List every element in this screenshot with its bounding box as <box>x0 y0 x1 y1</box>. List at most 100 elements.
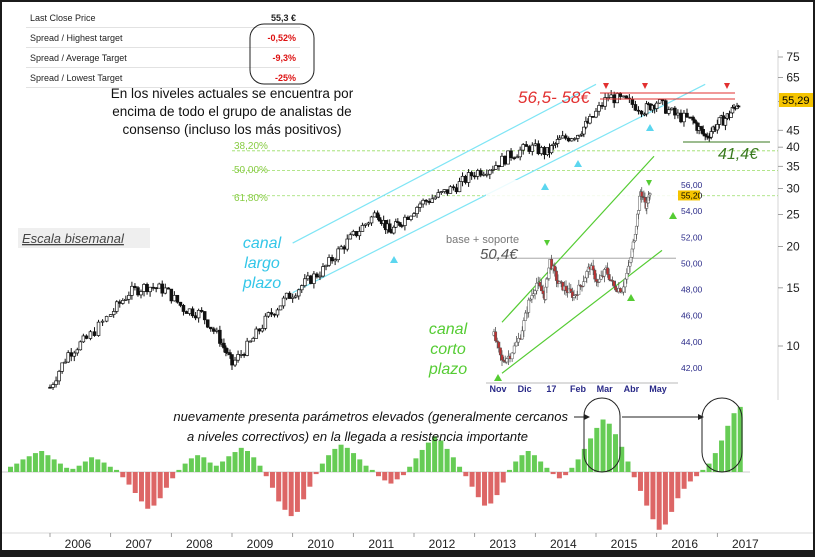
candle-body <box>491 168 495 171</box>
y-tick-label: 75 <box>786 50 800 64</box>
inset-chart: 42,00 44,00 46,00 48,00 50,00 52,00 54,00 56,00… <box>486 155 703 394</box>
candle-body <box>202 311 207 321</box>
candle-body <box>293 295 298 298</box>
candle-body <box>375 212 380 218</box>
oscillator-bar <box>232 452 238 472</box>
candle-body <box>88 331 93 339</box>
oscillator-bar <box>95 459 101 472</box>
candle-body <box>366 222 371 225</box>
oscillator-bar <box>39 451 45 472</box>
candle-body <box>351 231 356 236</box>
short-channel-label-1: canal <box>429 321 468 338</box>
inset-x-tick-label: Mar <box>597 384 614 394</box>
candle-body <box>448 186 453 194</box>
oscillator-bar <box>625 461 631 472</box>
candle-body <box>114 301 119 312</box>
inset-y-tick-label: 48,00 <box>681 285 703 295</box>
last-price-badge <box>779 93 813 107</box>
candle-body <box>318 275 322 278</box>
oscillator-bar <box>687 472 693 482</box>
candle-body <box>136 287 140 296</box>
oscillator-bar <box>319 463 325 472</box>
oscillator-bar <box>257 465 263 472</box>
oscillator-bar <box>563 472 569 476</box>
oscillator-bar <box>138 472 144 502</box>
candle-body <box>245 340 249 356</box>
candle-body <box>451 186 456 189</box>
inset-candle-body <box>554 270 558 281</box>
candle-body <box>272 313 277 316</box>
resistance-arrow <box>642 83 648 89</box>
candle-body <box>521 144 525 151</box>
candle-body <box>642 113 647 116</box>
inset-candle-body <box>583 277 587 282</box>
inset-candle-body <box>598 278 602 283</box>
candle-body <box>372 212 377 218</box>
candle-body <box>482 173 486 176</box>
candle-body <box>215 329 219 332</box>
candle-body <box>615 93 619 104</box>
candle-body <box>160 283 164 294</box>
candle-body <box>392 226 396 234</box>
inset-x-tick-label: Nov <box>489 384 506 394</box>
oscillator-bar <box>269 472 275 488</box>
stats-row: Spread / Average Target -9,3% <box>26 47 300 68</box>
candle-body <box>506 150 510 165</box>
long-channel-label-3: plazo <box>242 275 281 292</box>
oscillator-bar <box>344 447 350 472</box>
inset-candle-body <box>522 320 526 332</box>
oscillator-bar <box>575 459 581 472</box>
candle-body <box>148 286 152 293</box>
candle-body <box>266 312 271 317</box>
x-tick-label: 2012 <box>429 537 456 551</box>
short-channel-arrow <box>669 212 677 219</box>
short-channel-label-3: plazo <box>428 361 467 378</box>
inset-y-tick-label: 52,00 <box>681 232 703 242</box>
main-price-series <box>48 90 741 390</box>
candle-body <box>104 316 109 322</box>
candle-body <box>639 110 644 115</box>
candle-body <box>184 311 189 314</box>
candle-body <box>409 215 413 220</box>
oscillator-bar <box>581 448 587 472</box>
y-tick-label: 65 <box>786 71 800 85</box>
oscillator-bar <box>201 457 207 472</box>
candle-body <box>591 116 595 118</box>
candle-body <box>81 335 86 343</box>
oscillator-bar <box>394 472 400 480</box>
candle-body <box>578 134 582 137</box>
candle-body <box>228 352 232 355</box>
candle-body <box>75 349 80 354</box>
oscillator-bar <box>157 472 163 499</box>
inset-candle-body <box>527 299 531 313</box>
inset-candle-body <box>512 345 516 354</box>
oscillator-bar <box>276 472 282 502</box>
candle-body <box>330 257 334 262</box>
inset-candle-body <box>612 280 616 287</box>
candle-body <box>729 112 733 118</box>
oscillator-bar <box>432 436 438 472</box>
inset-candle-body <box>497 341 501 349</box>
candle-body <box>457 181 462 193</box>
candle-body <box>436 192 441 198</box>
candle-body <box>118 301 122 304</box>
candle-body <box>673 107 677 116</box>
candle-body <box>427 201 431 203</box>
candle-body <box>421 199 425 205</box>
oscillator-bar <box>556 472 562 479</box>
oscillator-bar <box>132 472 138 493</box>
candle-body <box>175 294 180 303</box>
candle-body <box>736 105 741 108</box>
oscillator-bar <box>637 472 643 491</box>
inset-candle-body <box>494 331 498 342</box>
oscillator-text-line2: a niveles correctivos) en la llegada a r… <box>187 429 528 444</box>
candle-body <box>284 292 289 299</box>
last-price-label: 55,29 <box>782 95 810 107</box>
stats-row: Last Close Price 55,3 € <box>26 8 300 28</box>
candle-body <box>594 110 598 118</box>
oscillator-bar <box>613 434 619 472</box>
inset-y-tick-label: 50,00 <box>681 258 703 268</box>
candle-body <box>636 109 641 112</box>
candle-body <box>518 149 522 158</box>
oscillator-bar <box>419 449 425 472</box>
